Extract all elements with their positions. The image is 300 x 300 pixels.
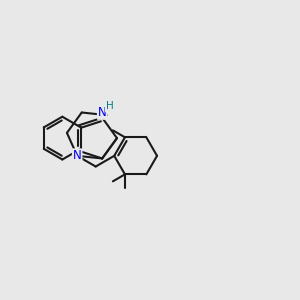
Text: N: N xyxy=(73,149,82,162)
Text: N: N xyxy=(98,106,106,119)
Text: H: H xyxy=(106,101,113,112)
